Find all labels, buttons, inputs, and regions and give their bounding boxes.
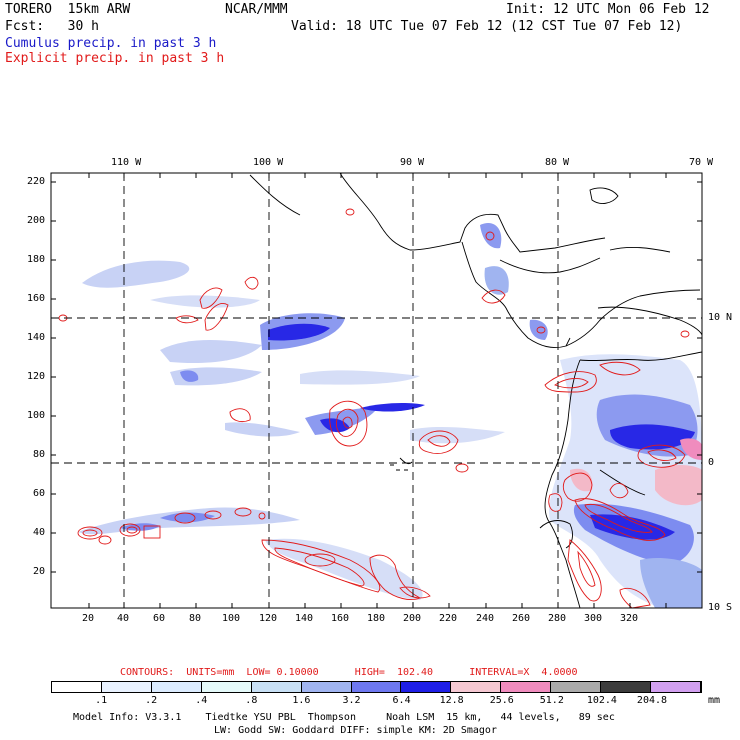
legend-swatch xyxy=(301,682,352,692)
org-label: NCAR/MMM xyxy=(225,2,288,17)
lat-label: 10 N xyxy=(708,312,733,323)
lon-label: 110 W xyxy=(111,157,142,168)
x-tick-label: 240 xyxy=(476,613,495,624)
x-tick-label: 320 xyxy=(620,613,639,624)
x-tick-label: 200 xyxy=(403,613,422,624)
legend-unit: mm xyxy=(708,695,721,706)
x-tick-label: 140 xyxy=(295,613,314,624)
model-info-line2: LW: Godd SW: Goddard DIFF: simple KM: 2D… xyxy=(214,725,497,736)
legend-label: 102.4 xyxy=(586,695,617,706)
x-tick-label: 220 xyxy=(439,613,458,624)
y-tick-label: 100 xyxy=(27,410,46,421)
color-legend xyxy=(51,681,702,693)
axis-ticks xyxy=(51,173,703,608)
legend-swatch xyxy=(101,682,152,692)
y-tick-label: 80 xyxy=(33,449,46,460)
lat-label: 10 S xyxy=(708,602,733,613)
legend-swatch xyxy=(52,682,102,692)
lat-label: 0 xyxy=(708,457,715,468)
legend-swatch xyxy=(601,682,652,692)
model-info-line1: Model Info: V3.3.1 Tiedtke YSU PBL Thomp… xyxy=(73,712,615,723)
x-tick-label: 20 xyxy=(82,613,95,624)
x-tick-label: 40 xyxy=(117,613,130,624)
graticule xyxy=(51,173,702,608)
y-tick-label: 20 xyxy=(33,566,46,577)
legend-swatch xyxy=(551,682,602,692)
legend-label: .4 xyxy=(195,695,208,706)
legend-label: 3.2 xyxy=(342,695,361,706)
legend-label: 6.4 xyxy=(392,695,411,706)
legend-label: 204.8 xyxy=(636,695,668,706)
y-tick-label: 200 xyxy=(27,215,46,226)
init-time: Init: 12 UTC Mon 06 Feb 12 xyxy=(506,2,710,17)
lon-label: 80 W xyxy=(545,157,570,168)
coastlines xyxy=(249,173,702,608)
x-tick-label: 100 xyxy=(222,613,241,624)
lon-label: 100 W xyxy=(253,157,284,168)
legend-label: 1.6 xyxy=(292,695,311,706)
y-tick-label: 120 xyxy=(27,371,46,382)
x-tick-label: 160 xyxy=(331,613,350,624)
forecast-hour: Fcst: 30 h xyxy=(5,19,99,34)
legend-swatch xyxy=(651,682,701,692)
x-tick-label: 120 xyxy=(259,613,278,624)
legend-swatch xyxy=(201,682,252,692)
legend-label: 51.2 xyxy=(539,695,564,706)
legend-label: .1 xyxy=(95,695,108,706)
legend-label: .2 xyxy=(145,695,158,706)
explicit-precip-label: Explicit precip. in past 3 h xyxy=(5,51,225,66)
legend-swatch xyxy=(451,682,502,692)
valid-time: Valid: 18 UTC Tue 07 Feb 12 (12 CST Tue … xyxy=(291,19,683,34)
y-tick-label: 140 xyxy=(27,332,46,343)
legend-labels: .1 .2 .4 .8 1.6 3.2 6.4 12.8 25.6 51.2 102.4 204.8 m… xyxy=(51,696,740,708)
y-tick-label: 180 xyxy=(27,254,46,265)
y-tick-label: 40 xyxy=(33,527,46,538)
legend-label: 12.8 xyxy=(439,695,464,706)
x-tick-label: 260 xyxy=(512,613,531,624)
legend-swatch xyxy=(351,682,402,692)
legend-swatch xyxy=(151,682,202,692)
x-tick-label: 60 xyxy=(153,613,166,624)
cumulus-precip-shading xyxy=(78,222,702,608)
lon-label: 70 W xyxy=(689,157,714,168)
contour-info: CONTOURS: UNITS=mm LOW= 0.10000 HIGH= 10… xyxy=(120,667,578,678)
cumulus-precip-label: Cumulus precip. in past 3 h xyxy=(5,36,217,51)
x-tick-label: 80 xyxy=(189,613,202,624)
x-tick-label: 180 xyxy=(367,613,386,624)
legend-label: 25.6 xyxy=(489,695,514,706)
y-tick-label: 220 xyxy=(27,176,46,187)
model-title: TORERO 15km ARW xyxy=(5,2,131,17)
lon-label: 90 W xyxy=(400,157,425,168)
y-tick-label: 160 xyxy=(27,293,46,304)
x-tick-label: 280 xyxy=(548,613,567,624)
x-tick-label: 300 xyxy=(584,613,603,624)
legend-swatch xyxy=(501,682,552,692)
legend-swatch xyxy=(401,682,452,692)
legend-swatch xyxy=(251,682,302,692)
legend-label: .8 xyxy=(245,695,258,706)
y-tick-label: 60 xyxy=(33,488,46,499)
